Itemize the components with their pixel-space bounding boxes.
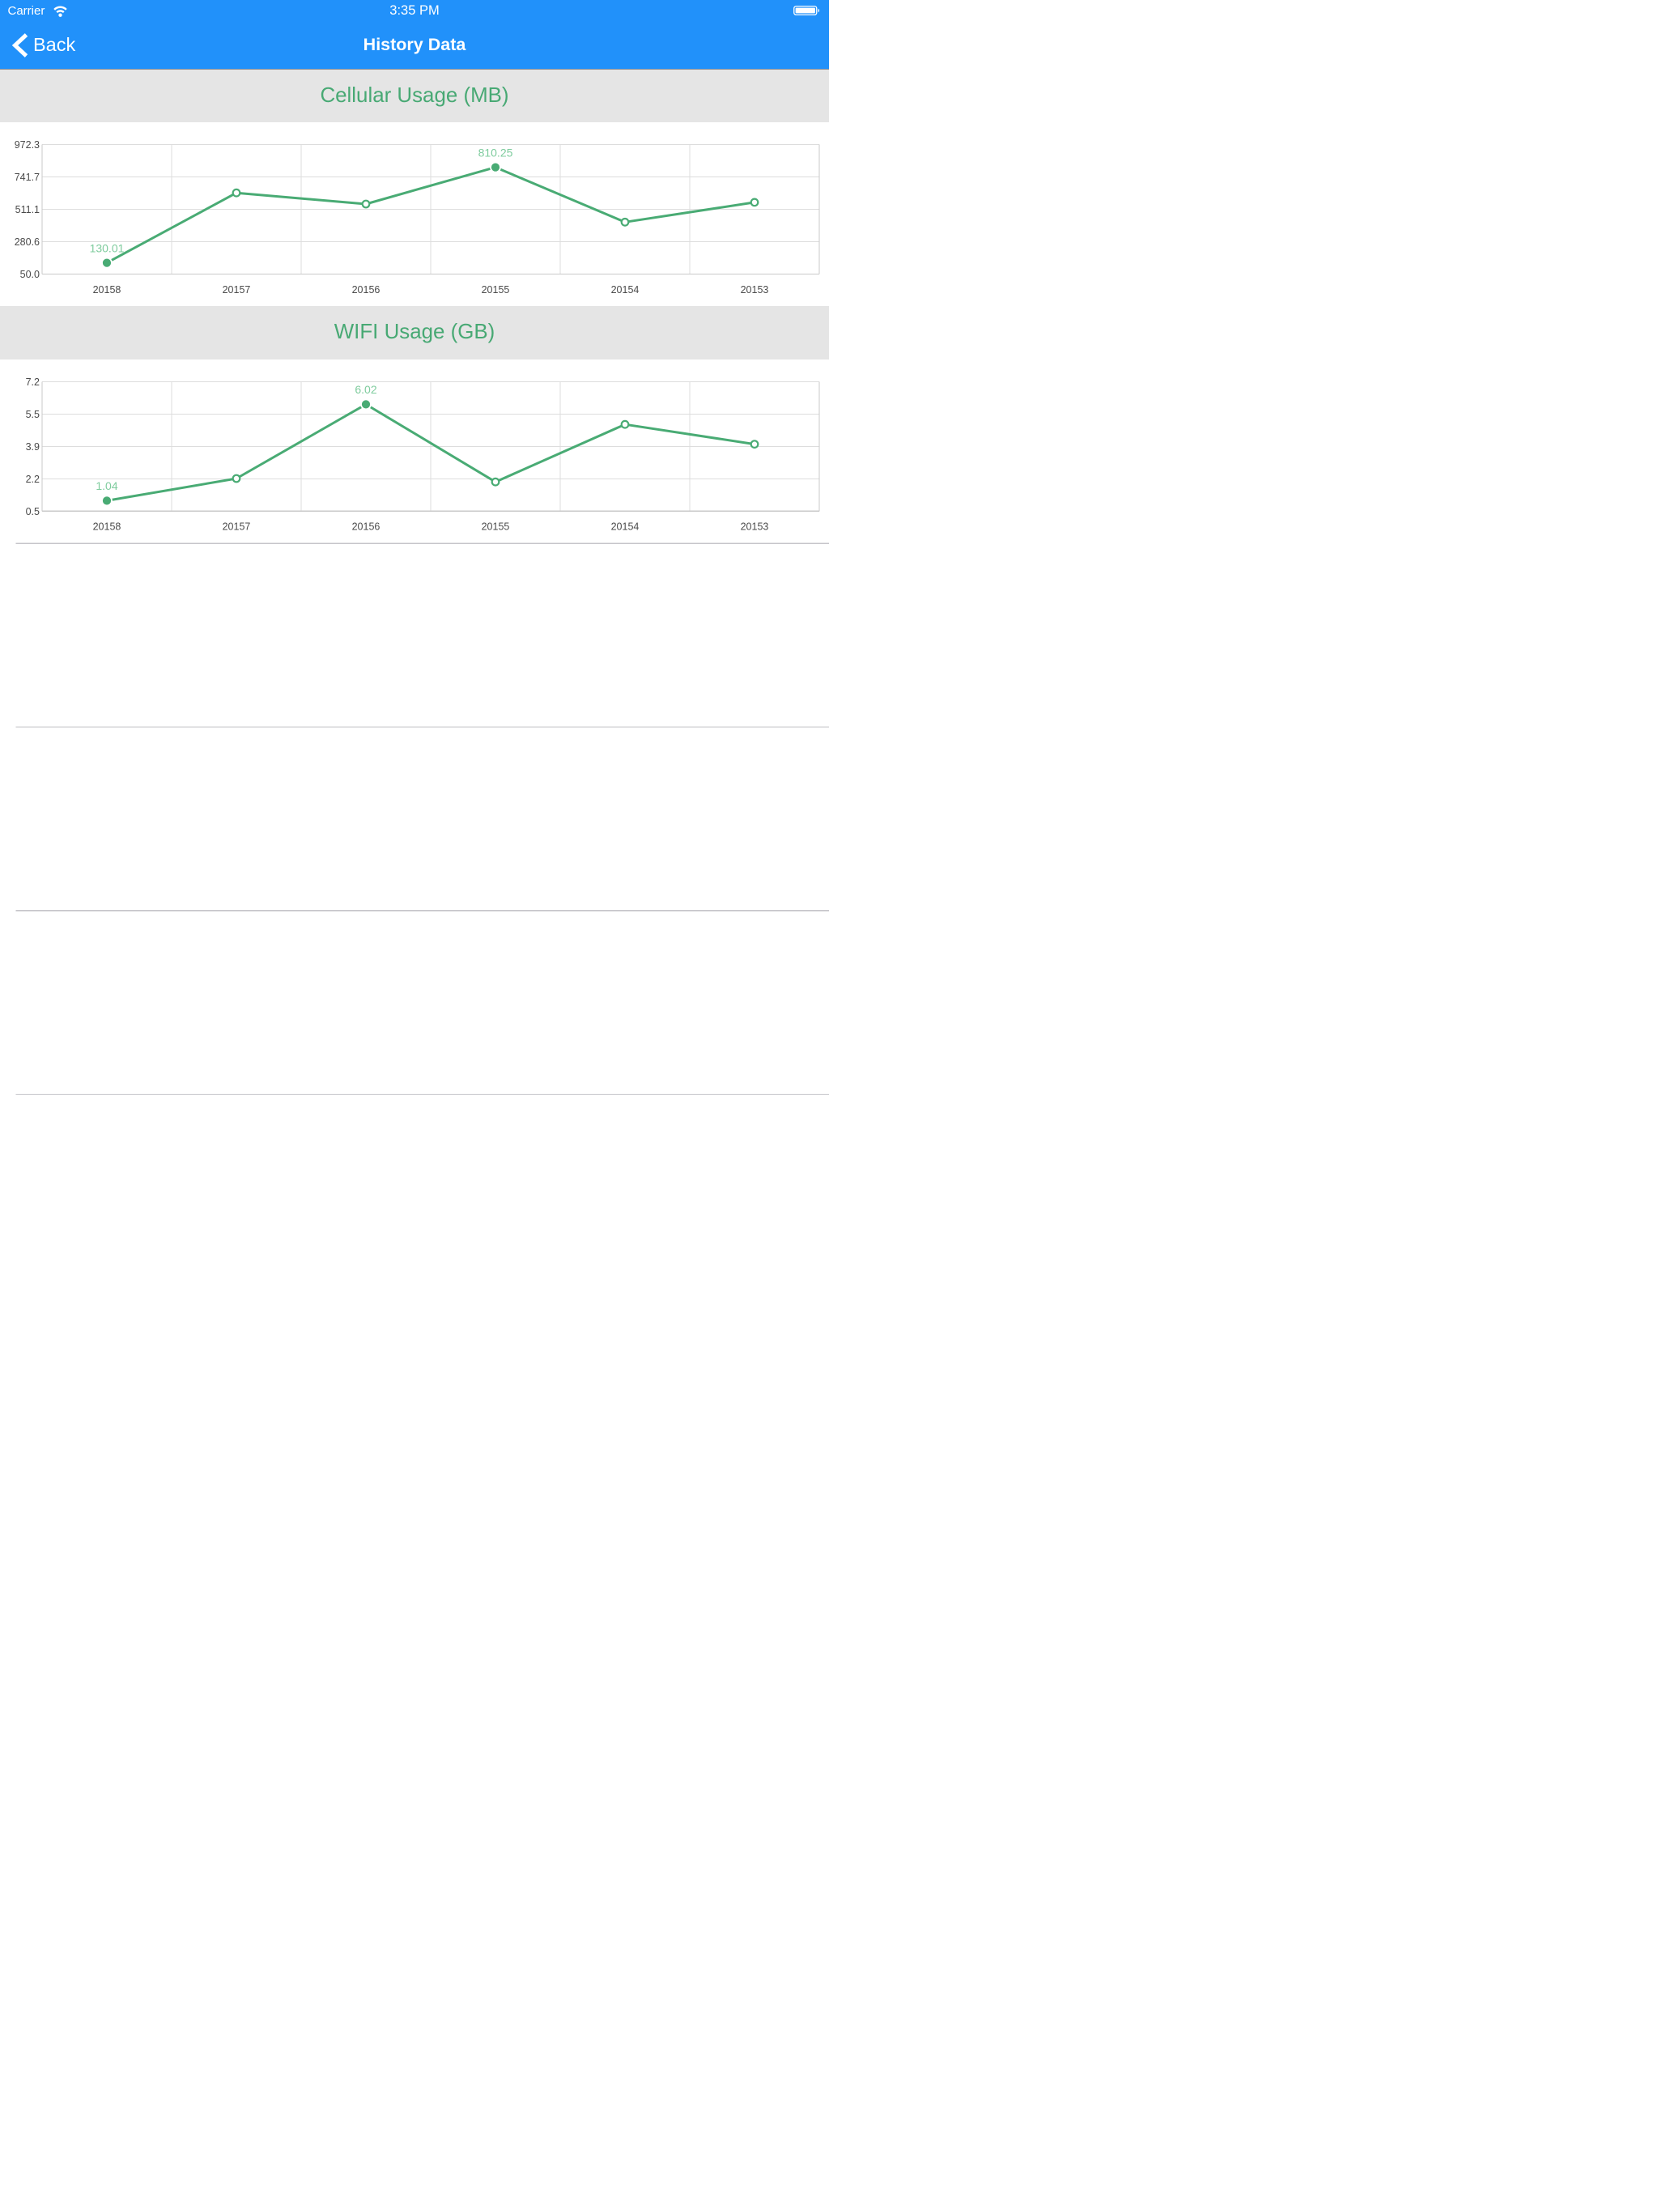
svg-text:741.7: 741.7 [15,172,40,183]
svg-text:20157: 20157 [223,521,251,533]
svg-text:50.0: 50.0 [20,269,40,280]
svg-text:20155: 20155 [482,284,510,296]
svg-text:20154: 20154 [611,284,640,296]
svg-text:280.6: 280.6 [15,236,40,248]
svg-text:2.2: 2.2 [26,474,40,485]
svg-text:6.02: 6.02 [355,383,376,396]
svg-text:20158: 20158 [93,284,121,296]
svg-text:3.9: 3.9 [26,441,40,453]
svg-text:20155: 20155 [482,521,510,533]
svg-text:7.2: 7.2 [26,376,40,388]
svg-text:20153: 20153 [741,284,769,296]
svg-text:1.04: 1.04 [96,479,117,492]
svg-text:810.25: 810.25 [478,146,513,159]
svg-text:0.5: 0.5 [26,506,40,517]
svg-text:20154: 20154 [611,521,640,533]
svg-text:972.3: 972.3 [15,139,40,151]
svg-text:130.01: 130.01 [90,241,125,254]
svg-text:511.1: 511.1 [15,204,40,215]
svg-text:5.5: 5.5 [26,409,40,420]
svg-text:20157: 20157 [223,284,251,296]
svg-text:20153: 20153 [741,521,769,533]
svg-text:20158: 20158 [93,521,121,533]
svg-text:20156: 20156 [352,521,380,533]
svg-text:20156: 20156 [352,284,380,296]
